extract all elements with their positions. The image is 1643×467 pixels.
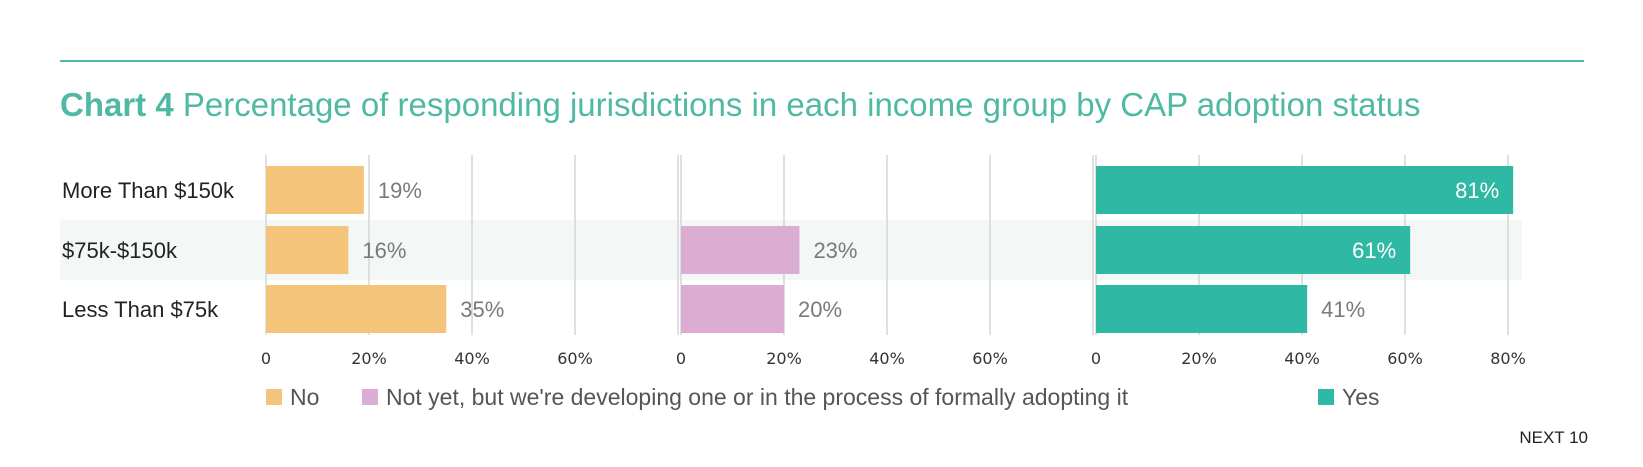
legend-label: Not yet, but we're developing one or in … xyxy=(386,384,1129,410)
value-label: 23% xyxy=(813,238,857,263)
tick-label: 20% xyxy=(1181,349,1217,368)
category-label: More Than $150k xyxy=(62,178,235,203)
legend-label: Yes xyxy=(1342,384,1380,410)
tick-label: 0 xyxy=(676,349,686,368)
legend-swatch xyxy=(1318,389,1334,405)
bar xyxy=(266,166,364,214)
bar xyxy=(1096,226,1411,274)
value-label: 19% xyxy=(378,178,422,203)
legend-label: No xyxy=(290,384,319,410)
bar xyxy=(681,226,800,274)
value-label: 61% xyxy=(1352,238,1396,263)
chart-title: Chart 4 Percentage of responding jurisdi… xyxy=(60,86,1421,124)
legend-swatch xyxy=(362,389,378,405)
tick-label: 40% xyxy=(454,349,490,368)
tick-label: 0 xyxy=(1091,349,1101,368)
tick-label: 20% xyxy=(766,349,802,368)
bar xyxy=(266,285,447,333)
tick-label: 60% xyxy=(1387,349,1423,368)
value-label: 35% xyxy=(460,297,504,322)
top-rule xyxy=(60,60,1584,62)
bar xyxy=(1096,285,1308,333)
value-label: 81% xyxy=(1455,178,1499,203)
value-label: 20% xyxy=(798,297,842,322)
tick-label: 0 xyxy=(261,349,271,368)
tick-label: 40% xyxy=(1284,349,1320,368)
bar xyxy=(266,226,349,274)
bar xyxy=(681,285,784,333)
category-label: $75k-$150k xyxy=(62,238,178,263)
footer-brand: NEXT 10 xyxy=(1519,428,1588,447)
tick-label: 60% xyxy=(557,349,593,368)
value-label: 16% xyxy=(362,238,406,263)
tick-label: 60% xyxy=(972,349,1008,368)
legend-swatch xyxy=(266,389,282,405)
chart-title-lead: Chart 4 xyxy=(60,86,174,123)
chart-title-text: Percentage of responding jurisdictions i… xyxy=(182,86,1421,123)
bar xyxy=(1096,166,1514,214)
tick-label: 80% xyxy=(1490,349,1526,368)
value-label: 41% xyxy=(1321,297,1365,322)
tick-label: 20% xyxy=(351,349,387,368)
category-label: Less Than $75k xyxy=(62,297,219,322)
tick-label: 40% xyxy=(869,349,905,368)
